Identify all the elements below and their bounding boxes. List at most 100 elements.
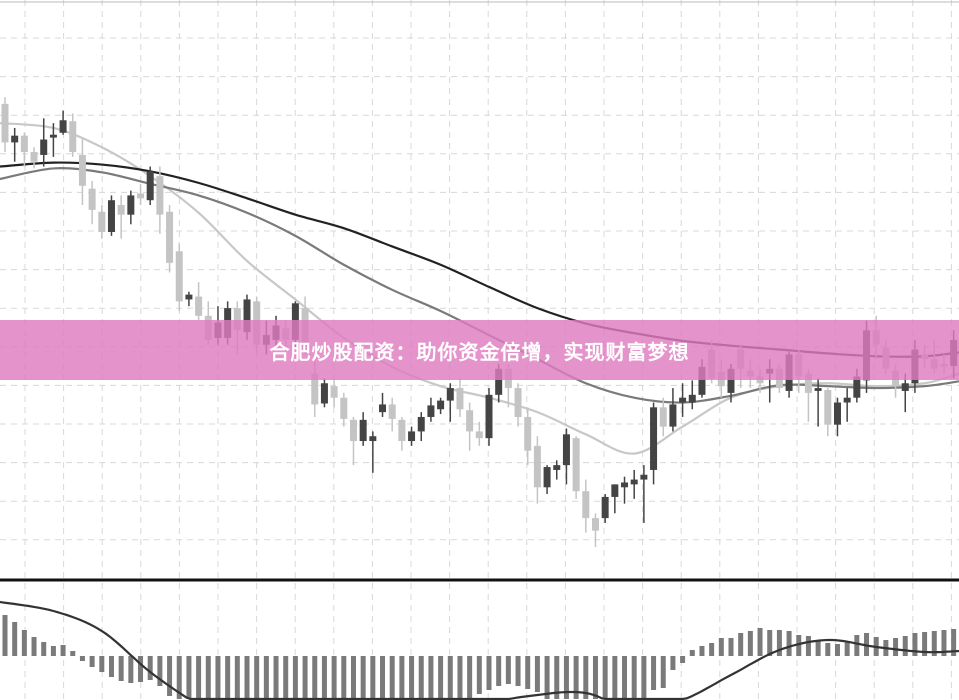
candle [553, 460, 561, 480]
macd-bar [922, 632, 928, 656]
candle-body [659, 407, 667, 427]
macd-bar [273, 656, 279, 699]
macd-bar [147, 656, 153, 680]
macd-bar [157, 656, 163, 686]
macd-bar [796, 635, 802, 656]
candle-body [698, 366, 706, 395]
candle-body [185, 294, 193, 300]
candle [78, 137, 86, 206]
macd-bar [263, 656, 269, 699]
candle [349, 416, 357, 466]
candle [340, 392, 348, 427]
candle [20, 132, 28, 167]
macd-bar [854, 635, 860, 656]
candle-body [107, 200, 115, 233]
macd-bar [951, 629, 957, 656]
candle [427, 397, 435, 422]
candle [456, 378, 464, 417]
candle [127, 190, 135, 225]
macd-histogram [2, 615, 957, 699]
macd-bar [254, 656, 260, 699]
candle-body [417, 416, 425, 432]
macd-bar [108, 656, 114, 677]
candle-body [243, 299, 251, 333]
candle-body [611, 484, 619, 497]
candle-body [388, 404, 396, 419]
promo-banner: 合肥炒股配资：助你资金倍增，实现财富梦想 [0, 320, 959, 380]
candle [611, 484, 619, 514]
macd-bar [902, 636, 908, 656]
macd-bar [747, 631, 753, 656]
candle-body [572, 438, 580, 492]
macd-bar [370, 656, 376, 699]
candle-body [533, 445, 541, 488]
macd-bar [312, 656, 318, 699]
candle-body [804, 373, 812, 393]
macd-bar [709, 643, 715, 656]
candle [640, 465, 648, 523]
candle-body [127, 195, 135, 215]
macd-bar [592, 656, 598, 699]
candle [1, 97, 9, 153]
candle [437, 397, 445, 415]
candle [11, 127, 19, 162]
macd-bar [680, 656, 686, 663]
candle [446, 383, 454, 422]
candle [107, 195, 115, 236]
macd-bar [215, 656, 221, 699]
candle [572, 436, 580, 499]
candle-body [408, 431, 416, 442]
candle [524, 407, 532, 466]
candle-body [146, 171, 154, 201]
candle [117, 195, 125, 239]
candle-body [650, 407, 658, 470]
macd-bar [21, 630, 27, 656]
candle-body [688, 394, 696, 403]
candle [69, 113, 77, 157]
candle [533, 436, 541, 504]
macd-bar [60, 645, 66, 656]
candle-body [311, 373, 319, 405]
macd-bar [167, 656, 173, 696]
macd-signal-line [0, 600, 959, 700]
candle [175, 243, 183, 311]
macd-bar [12, 622, 18, 656]
candle-body [562, 434, 570, 466]
candle-body [427, 405, 435, 417]
candle-body [117, 205, 125, 215]
macd-bar [573, 656, 579, 699]
macd-bar [660, 656, 666, 688]
candle [166, 205, 174, 273]
candle [320, 378, 328, 408]
macd-bar [447, 656, 453, 699]
macd-bar [380, 656, 386, 699]
macd-bar [128, 656, 134, 683]
macd-bar [583, 656, 589, 699]
candle-body [514, 388, 522, 417]
macd-bar [341, 656, 347, 699]
candle-body [98, 211, 106, 233]
macd-bar [205, 656, 211, 699]
candle [146, 166, 154, 206]
macd-bar [283, 656, 289, 699]
candle-body [233, 308, 241, 331]
candle-body [195, 296, 203, 316]
macd-bar [99, 656, 105, 672]
candle-body [137, 193, 145, 199]
candle-body [88, 188, 96, 210]
macd-bar [825, 643, 831, 656]
candle [843, 388, 851, 422]
macd-bar [50, 646, 56, 656]
candle-body [824, 389, 832, 425]
macd-bar [389, 656, 395, 699]
macd-bar [292, 656, 298, 699]
candle-body [320, 383, 328, 404]
candle [562, 428, 570, 485]
candle [40, 118, 48, 167]
candle [543, 465, 551, 495]
macd-bar [428, 656, 434, 699]
macd-bar [534, 656, 540, 692]
candle-body [175, 251, 183, 302]
candle-body [166, 211, 174, 263]
candle-body [379, 404, 387, 413]
